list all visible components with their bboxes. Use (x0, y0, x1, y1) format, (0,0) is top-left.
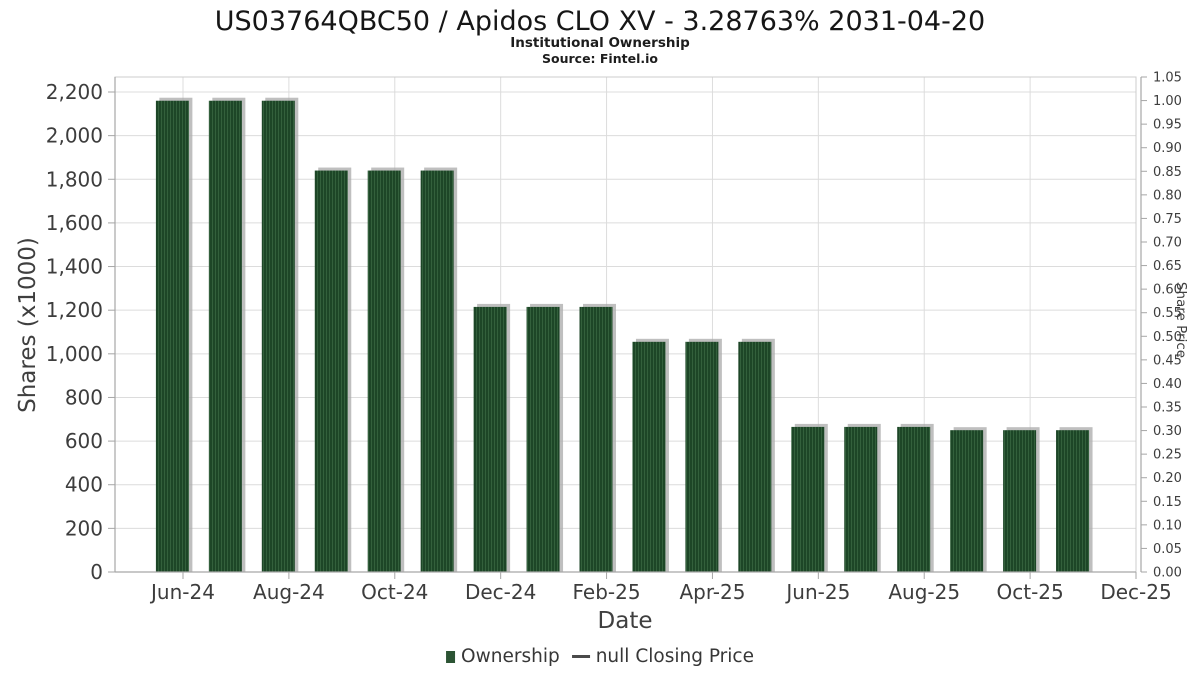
y-tick-label-left: 1,400 (46, 255, 103, 279)
ownership-bar-Apr-25[interactable] (685, 341, 719, 572)
y-tick-label-right: 0.80 (1153, 188, 1182, 203)
y-tick-label-right: 0.10 (1153, 518, 1182, 533)
ownership-bars (155, 97, 1093, 573)
ownership-bar-Jul-25[interactable] (844, 426, 878, 572)
y-tick-label-right: 0.65 (1153, 259, 1182, 274)
legend: Ownership null Closing Price (446, 646, 754, 667)
y-tick-label-right: 0.50 (1153, 330, 1182, 345)
chart-source-credit: Source: Fintel.io (542, 51, 658, 66)
ownership-bar-Aug-24[interactable] (261, 100, 295, 573)
x-tick-label: Aug-24 (253, 580, 325, 604)
chart-subtitle: Institutional Ownership (510, 35, 690, 51)
y-tick-label-left: 1,000 (46, 342, 103, 366)
ownership-bar-Oct-25[interactable] (1003, 430, 1037, 572)
ownership-bar-May-25[interactable] (738, 341, 772, 572)
x-tick-label: Oct-25 (996, 580, 1063, 604)
ownership-bar-Jun-25[interactable] (791, 426, 825, 572)
ownership-bar-Mar-25[interactable] (632, 341, 666, 572)
ownership-bar-Jun-24[interactable] (155, 100, 189, 573)
y-tick-label-right: 0.45 (1153, 353, 1182, 368)
y-tick-label-left: 600 (65, 429, 103, 453)
ownership-bar-Sep-25[interactable] (950, 430, 984, 572)
legend-label-closing-price: null Closing Price (595, 646, 754, 667)
ownership-bar-Jul-24[interactable] (208, 100, 242, 573)
closing-price-marker-icon (571, 655, 590, 658)
y-tick-label-left: 0 (90, 560, 103, 584)
y-tick-label-right: 0.25 (1153, 448, 1182, 463)
y-tick-label-right: 0.60 (1153, 283, 1182, 298)
y-tick-label-right: 0.40 (1153, 377, 1182, 392)
x-tick-label: Feb-25 (573, 580, 641, 604)
y-tick-label-left: 1,800 (46, 167, 103, 191)
y-tick-label-right: 0.00 (1153, 566, 1182, 581)
x-tick-label: Aug-25 (888, 580, 960, 604)
legend-label-ownership: Ownership (461, 646, 560, 667)
ownership-bar-Aug-25[interactable] (897, 426, 931, 572)
ownership-bar-Nov-24[interactable] (420, 170, 454, 572)
y-tick-label-left: 200 (65, 516, 103, 540)
y-tick-label-left: 2,200 (46, 80, 103, 104)
ownership-bar-Jan-25[interactable] (526, 306, 560, 572)
axes (108, 76, 1147, 579)
x-tick-label: Dec-24 (465, 580, 536, 604)
y-tick-label-right: 0.30 (1153, 424, 1182, 439)
y-tick-label-right: 0.05 (1153, 542, 1182, 557)
legend-item-ownership[interactable]: Ownership (446, 646, 560, 667)
x-tick-label: Jun-24 (149, 580, 215, 604)
ownership-bar-Nov-25[interactable] (1056, 430, 1090, 572)
y-tick-label-right: 0.90 (1153, 141, 1182, 156)
y-tick-label-right: 0.85 (1153, 165, 1182, 180)
y-tick-label-left: 800 (65, 385, 103, 409)
y-tick-label-left: 1,200 (46, 298, 103, 322)
x-tick-label: Apr-25 (679, 580, 745, 604)
ownership-bar-Feb-25[interactable] (579, 306, 613, 572)
y-tick-label-left: 2,000 (46, 124, 103, 148)
y-tick-label-right: 0.75 (1153, 212, 1182, 227)
ownership-bar-Sep-24[interactable] (314, 170, 348, 572)
x-tick-label: Oct-24 (361, 580, 428, 604)
y-tick-label-right: 0.55 (1153, 306, 1182, 321)
chart-title: US03764QBC50 / Apidos CLO XV - 3.28763% … (214, 6, 986, 37)
y-tick-label-right: 0.35 (1153, 401, 1182, 416)
legend-item-closing-price[interactable]: null Closing Price (571, 646, 754, 667)
y-tick-label-right: 0.20 (1153, 471, 1182, 486)
y-tick-label-right: 0.95 (1153, 118, 1182, 133)
tick-labels: 0 200 400 600 800 1,000 1,200 1,400 1,600 1,800 2,… (46, 71, 1182, 605)
ownership-bar-Dec-24[interactable] (473, 306, 507, 572)
y-tick-label-left: 1,600 (46, 211, 103, 235)
y-tick-label-right: 0.70 (1153, 236, 1182, 251)
y-tick-label-right: 0.15 (1153, 495, 1182, 510)
y-tick-label-left: 400 (65, 473, 103, 497)
y-tick-label-right: 1.00 (1153, 94, 1182, 109)
x-tick-label: Jun-25 (784, 580, 850, 604)
ownership-bar-Oct-24[interactable] (367, 170, 401, 572)
y-tick-label-right: 1.05 (1153, 71, 1182, 86)
x-axis-title: Date (597, 608, 653, 634)
ownership-marker-icon (446, 650, 456, 663)
x-tick-label: Dec-25 (1100, 580, 1171, 604)
